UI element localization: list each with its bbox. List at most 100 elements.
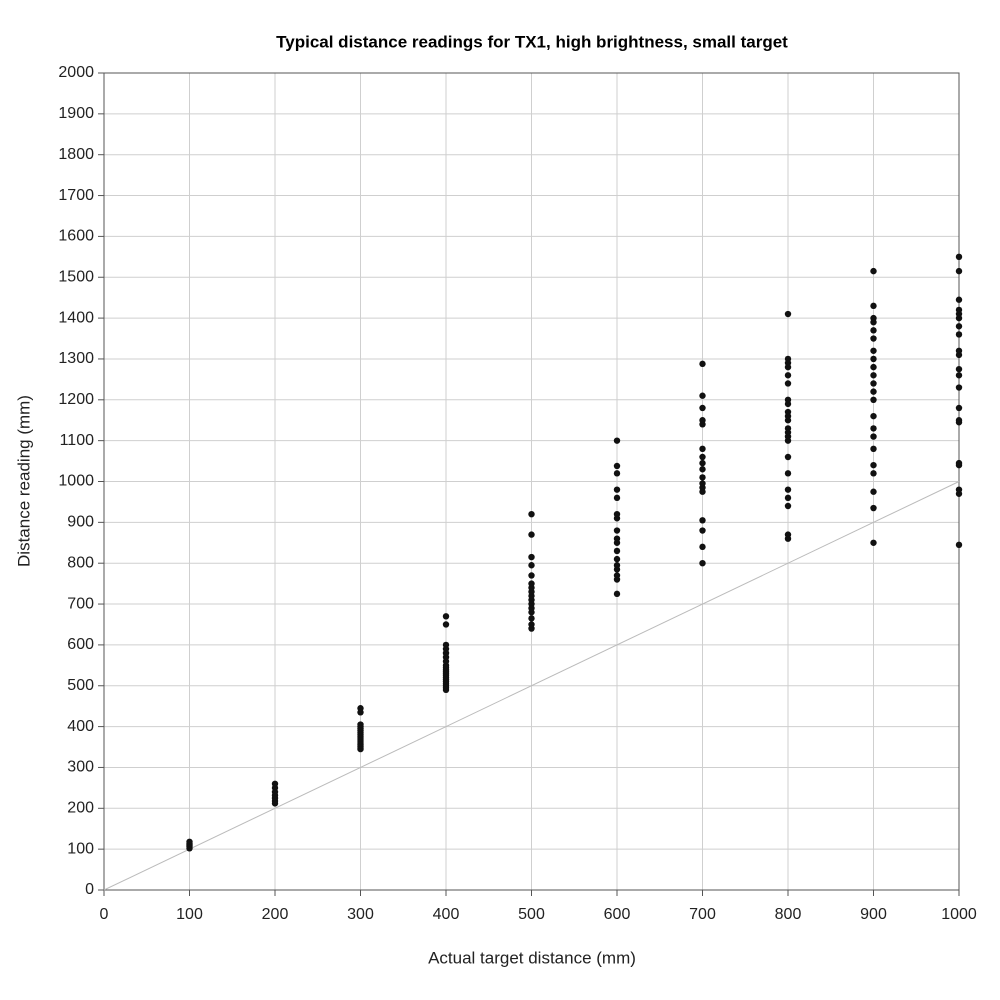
y-axis-label: Distance reading (mm) <box>14 395 33 567</box>
data-point <box>699 527 706 534</box>
y-tick-label: 100 <box>67 840 94 857</box>
data-point <box>613 470 621 477</box>
x-tick-label: 600 <box>604 906 631 923</box>
y-tick-label: 1400 <box>58 309 94 326</box>
data-point <box>699 459 706 467</box>
y-tick-label: 1000 <box>58 473 94 490</box>
x-axis-label: Actual target distance (mm) <box>428 948 636 967</box>
data-point <box>699 360 706 368</box>
y-tick-label: 1600 <box>58 228 94 245</box>
y-tick-label: 1500 <box>58 268 94 285</box>
data-point <box>955 296 963 303</box>
data-point <box>870 445 877 453</box>
data-point <box>271 780 279 787</box>
data-point <box>870 461 877 469</box>
x-tick-label: 400 <box>433 906 460 923</box>
data-point <box>955 404 963 412</box>
data-point <box>442 613 450 620</box>
data-point <box>870 335 877 342</box>
data-point <box>955 306 963 314</box>
data-point <box>613 462 621 470</box>
data-point <box>870 504 877 512</box>
data-point <box>955 365 963 373</box>
data-point <box>784 453 792 461</box>
data-point <box>613 590 621 598</box>
data-point <box>784 425 792 432</box>
y-tick-label: 1800 <box>58 146 94 163</box>
data-point <box>528 615 535 622</box>
data-point <box>699 453 706 461</box>
y-tick-label: 1700 <box>58 187 94 204</box>
data-point <box>784 396 792 403</box>
data-point <box>784 486 792 493</box>
y-tick-label: 2000 <box>58 64 94 81</box>
data-point <box>870 433 877 440</box>
data-point <box>955 384 963 391</box>
data-point <box>955 372 963 379</box>
data-point <box>613 510 621 518</box>
data-point <box>699 543 706 551</box>
data-point <box>613 572 621 579</box>
data-point <box>955 347 963 354</box>
y-tick-label: 1300 <box>58 350 94 367</box>
data-point <box>870 396 877 403</box>
data-point <box>528 562 535 569</box>
data-point <box>784 494 792 502</box>
x-tick-label: 500 <box>518 906 545 923</box>
data-point <box>955 541 963 549</box>
data-point <box>870 488 877 495</box>
data-point <box>699 404 706 412</box>
y-tick-label: 700 <box>67 595 94 612</box>
y-tick-label: 200 <box>67 800 94 817</box>
data-point <box>699 392 706 399</box>
x-tick-label: 300 <box>347 906 374 923</box>
data-point <box>357 721 364 728</box>
data-point <box>699 474 706 481</box>
data-point <box>784 380 792 387</box>
data-point <box>613 535 621 542</box>
y-tick-label: 400 <box>67 718 94 735</box>
data-point <box>955 459 963 467</box>
x-tick-label: 800 <box>775 906 802 923</box>
data-point <box>870 539 877 546</box>
data-point <box>784 531 792 538</box>
data-point <box>699 517 706 524</box>
data-point <box>870 425 877 432</box>
data-point <box>784 502 792 510</box>
y-tick-label: 300 <box>67 759 94 776</box>
y-tick-label: 500 <box>67 677 94 694</box>
data-point <box>186 838 193 845</box>
data-point <box>613 437 621 444</box>
data-point <box>955 323 963 330</box>
data-point <box>613 555 621 563</box>
data-point <box>870 327 877 334</box>
data-point <box>357 705 364 712</box>
data-point <box>784 355 792 363</box>
data-point <box>870 302 877 310</box>
data-point <box>613 562 621 569</box>
data-point <box>870 412 877 420</box>
data-point <box>528 531 535 538</box>
data-point <box>870 355 877 363</box>
data-point <box>528 580 535 587</box>
data-point <box>613 486 621 493</box>
data-point <box>613 494 621 502</box>
data-point <box>528 572 535 579</box>
data-point <box>870 388 877 395</box>
data-point <box>613 547 621 555</box>
data-point <box>870 347 877 354</box>
data-point <box>955 486 963 493</box>
y-tick-label: 900 <box>67 514 94 531</box>
y-tick-label: 1200 <box>58 391 94 408</box>
data-point <box>442 641 450 649</box>
data-point <box>784 408 792 416</box>
data-point <box>870 372 877 379</box>
data-point <box>870 470 877 477</box>
x-tick-label: 700 <box>689 906 716 923</box>
data-point <box>784 470 792 477</box>
data-point <box>613 527 621 534</box>
y-tick-label: 0 <box>85 881 94 898</box>
data-point <box>955 267 963 275</box>
x-tick-label: 0 <box>100 906 109 923</box>
